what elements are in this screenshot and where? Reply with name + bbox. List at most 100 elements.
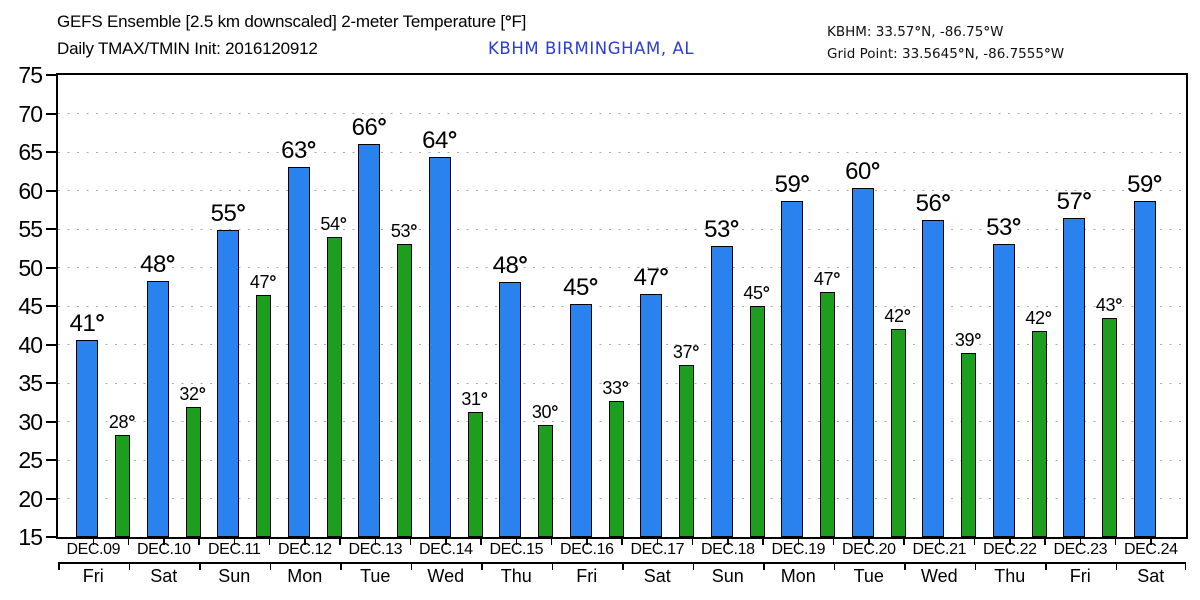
- tmax-value-label: 59°: [774, 171, 810, 199]
- weekday-label: Sun: [218, 566, 251, 586]
- tmax-bar: [358, 143, 380, 537]
- tmin-bar: [749, 306, 765, 537]
- y-axis-tick: [46, 112, 56, 115]
- tmax-bar: [992, 243, 1015, 537]
- y-axis-tick: [46, 343, 56, 346]
- x-axis-tick: [762, 539, 764, 545]
- tmax-bar: [76, 339, 98, 537]
- y-axis-tick: [46, 266, 56, 269]
- date-label: DEC.09: [66, 541, 121, 558]
- y-tick-label: 70: [18, 100, 43, 127]
- tmin-value-label: 47°: [813, 269, 841, 290]
- date-label: DEC.20: [841, 541, 896, 558]
- weekday-label: Fri: [576, 566, 598, 586]
- degree-symbol: °: [692, 342, 700, 363]
- tmin-value-label: 30°: [531, 401, 559, 422]
- tmax-bar: [922, 219, 944, 537]
- degree-symbol: °: [518, 252, 528, 280]
- tmax-value-label: 41°: [69, 309, 105, 337]
- chart-subtitle: Daily TMAX/TMIN Init: 2016120912: [57, 39, 318, 58]
- weekday-label: Sun: [711, 566, 744, 586]
- x-axis-tick: [198, 539, 200, 545]
- y-axis-tick: [46, 305, 56, 307]
- date-axis-tick: [1115, 564, 1117, 570]
- tmax-value-label: 53°: [986, 213, 1021, 241]
- tmin-bar: [1031, 331, 1047, 537]
- tmin-value-label: 47°: [249, 272, 277, 293]
- date-axis-tick: [974, 564, 976, 570]
- tmin-bar: [397, 243, 412, 537]
- tmax-value-label: 66°: [351, 113, 387, 141]
- degree-symbol: °: [762, 283, 770, 303]
- date-label: DEC.11: [208, 541, 261, 558]
- tmax-bar: [287, 166, 310, 537]
- weekday-label: Tue: [360, 566, 391, 586]
- tmax-value-label: 60°: [845, 158, 880, 186]
- x-axis-tick: [1009, 539, 1011, 545]
- degree-symbol: °: [480, 388, 488, 409]
- degree-symbol: °: [659, 263, 669, 291]
- tmax-value-label: 47°: [633, 263, 669, 291]
- weekday-label: Sat: [643, 566, 671, 586]
- weekday-label: Wed: [920, 566, 958, 586]
- degree-symbol: °: [236, 199, 246, 227]
- date-label: DEC.10: [136, 541, 191, 558]
- tmax-bar: [710, 245, 733, 537]
- x-axis-tick: [550, 539, 553, 545]
- degree-symbol: °: [551, 401, 559, 422]
- y-gridline: [58, 382, 1186, 384]
- tmax-value-label: 53°: [704, 215, 740, 243]
- tmin-bar: [961, 352, 976, 537]
- x-axis-tick: [480, 539, 482, 545]
- x-axis-tick: [409, 539, 412, 545]
- x-axis-tick: [1044, 539, 1046, 545]
- tmin-value-label: 28°: [108, 411, 136, 432]
- date-label: DEC.14: [418, 541, 473, 558]
- x-axis-tick: [727, 539, 729, 545]
- y-axis-tick: [46, 420, 56, 423]
- y-tick-label: 50: [18, 254, 43, 281]
- x-axis-tick: [445, 539, 447, 545]
- date-axis-tick: [410, 564, 412, 570]
- x-axis-tick: [973, 539, 976, 545]
- date-axis-tick: [551, 564, 553, 570]
- weekday-label: Mon: [780, 566, 816, 586]
- date-axis-tick: [269, 564, 271, 570]
- tmin-value-label: 37°: [672, 342, 700, 363]
- x-axis-tick: [92, 539, 94, 545]
- date-label: DEC.17: [630, 541, 685, 558]
- weekday-label: Sat: [150, 566, 178, 586]
- y-gridline: [58, 190, 1186, 191]
- date-axis-tick: [1045, 564, 1047, 570]
- date-label: DEC.12: [277, 541, 332, 558]
- date-axis-tick: [340, 564, 342, 570]
- degree-symbol: °: [729, 215, 740, 243]
- x-axis-tick: [868, 539, 870, 545]
- degree-symbol: °: [410, 220, 418, 241]
- tmin-value-label: 54°: [320, 213, 347, 234]
- y-tick-label: 55: [18, 216, 43, 242]
- weekday-label: Fri: [82, 566, 104, 586]
- degree-symbol: °: [1082, 188, 1092, 216]
- tmax-bar: [640, 293, 662, 537]
- date-label: DEC.21: [912, 541, 967, 558]
- tmin-value-label: 43°: [1095, 295, 1123, 316]
- tmin-bar: [890, 329, 906, 537]
- degree-symbol: °: [377, 113, 387, 141]
- y-tick-label: 75: [18, 62, 43, 88]
- degree-symbol: °: [198, 383, 206, 404]
- tmin-value-label: 42°: [1025, 308, 1052, 329]
- y-axis-tick: [46, 228, 56, 230]
- x-axis-tick: [938, 539, 940, 545]
- tmin-bar: [1102, 318, 1117, 537]
- y-tick-label: 15: [18, 524, 43, 550]
- x-axis-tick: [1079, 539, 1081, 545]
- degree-symbol: °: [1044, 308, 1052, 329]
- degree-symbol: °: [941, 189, 951, 217]
- tmin-bar: [326, 236, 342, 537]
- tmin-value-label: 39°: [954, 329, 982, 350]
- y-gridline: [58, 267, 1186, 268]
- date-axis-tick: [904, 564, 906, 570]
- tmin-value-label: 42°: [884, 306, 911, 327]
